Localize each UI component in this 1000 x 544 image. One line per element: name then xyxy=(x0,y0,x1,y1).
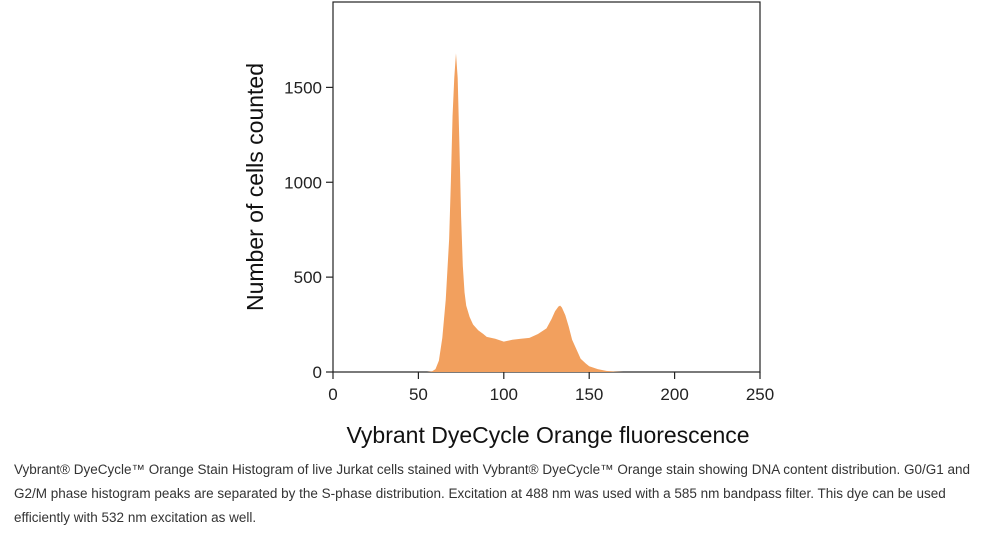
plot-frame xyxy=(332,1,761,373)
x-tick-label: 250 xyxy=(746,385,774,404)
x-axis-title: Vybrant DyeCycle Orange fluorescence xyxy=(346,422,749,448)
histogram-chart: 0 50 100 150 200 250 0 500 1000 1500 Vybrant Dye… xyxy=(242,1,774,448)
x-tick-label: 0 xyxy=(328,385,337,404)
y-tick-label: 1000 xyxy=(284,173,322,192)
x-tick-label: 50 xyxy=(409,385,428,404)
figure-caption: Vybrant® DyeCycle™ Orange Stain Histogra… xyxy=(14,462,971,525)
y-tick-label: 1500 xyxy=(284,78,322,97)
x-tick-label: 100 xyxy=(490,385,518,404)
x-tick-label: 150 xyxy=(575,385,603,404)
y-axis-title: Number of cells counted xyxy=(242,63,268,311)
y-tick-label: 0 xyxy=(313,363,322,382)
x-tick-label: 200 xyxy=(660,385,688,404)
histogram-area xyxy=(426,53,624,372)
y-tick-label: 500 xyxy=(294,268,322,287)
